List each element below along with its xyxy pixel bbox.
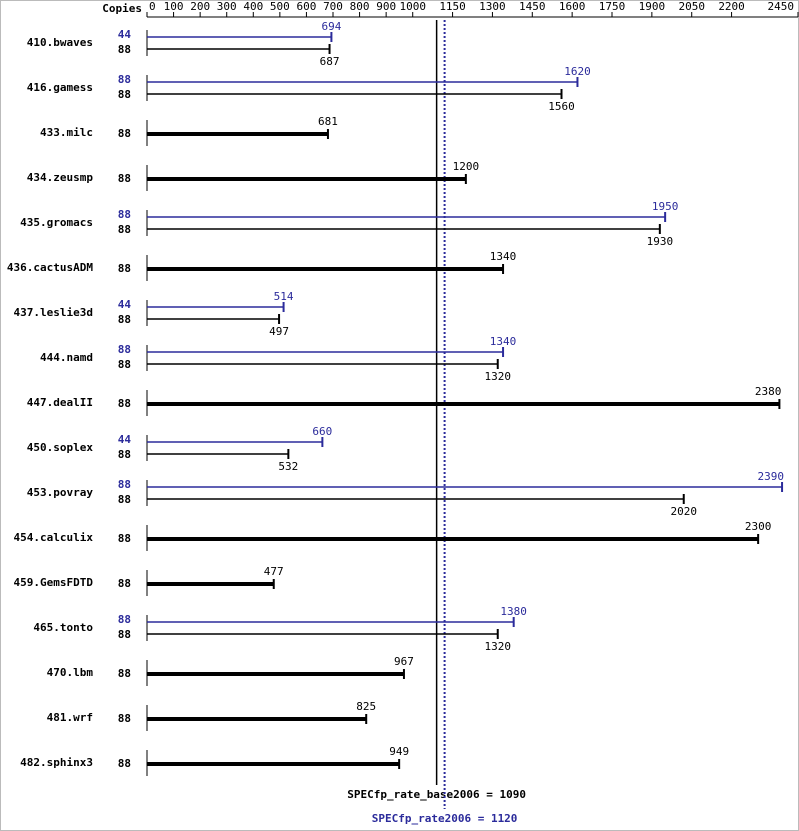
x-tick-label: 700 bbox=[323, 0, 343, 13]
x-tick-label: 400 bbox=[243, 0, 263, 13]
value-label: 1340 bbox=[490, 335, 517, 348]
copies-label: 88 bbox=[118, 358, 131, 371]
x-tick-label: 1450 bbox=[519, 0, 546, 13]
category-label: 435.gromacs bbox=[20, 216, 93, 229]
copies-label: 88 bbox=[118, 757, 131, 770]
copies-label: 88 bbox=[118, 262, 131, 275]
value-label: 1380 bbox=[500, 605, 527, 618]
x-tick-label: 1300 bbox=[479, 0, 506, 13]
x-tick-label: 1000 bbox=[399, 0, 426, 13]
category-label: 453.povray bbox=[27, 486, 94, 499]
x-tick-label: 800 bbox=[350, 0, 370, 13]
category-label: 433.milc bbox=[40, 126, 93, 139]
value-label: 2380 bbox=[755, 385, 782, 398]
copies-label: 88 bbox=[118, 343, 131, 356]
category-label: 459.GemsFDTD bbox=[14, 576, 94, 589]
x-tick-label: 2450 bbox=[768, 0, 795, 13]
reference-label: SPECfp_rate_base2006 = 1090 bbox=[347, 788, 526, 801]
copies-label: 88 bbox=[118, 313, 131, 326]
x-tick-label: 100 bbox=[164, 0, 184, 13]
x-tick-label: 1150 bbox=[439, 0, 466, 13]
category-label: 434.zeusmp bbox=[27, 171, 94, 184]
category-label: 482.sphinx3 bbox=[20, 756, 93, 769]
x-tick-label: 500 bbox=[270, 0, 290, 13]
x-tick-label: 2200 bbox=[718, 0, 745, 13]
copies-label: 88 bbox=[118, 43, 131, 56]
category-label: 481.wrf bbox=[47, 711, 93, 724]
value-label: 825 bbox=[356, 700, 376, 713]
copies-label: 88 bbox=[118, 667, 131, 680]
copies-label: 88 bbox=[118, 397, 131, 410]
value-label: 1320 bbox=[484, 370, 511, 383]
copies-label: 88 bbox=[118, 208, 131, 221]
copies-label: 88 bbox=[118, 127, 131, 140]
value-label: 532 bbox=[278, 460, 298, 473]
value-label: 949 bbox=[389, 745, 409, 758]
x-tick-label: 300 bbox=[217, 0, 237, 13]
category-label: 416.gamess bbox=[27, 81, 93, 94]
category-label: 465.tonto bbox=[33, 621, 93, 634]
copies-label: 88 bbox=[118, 73, 131, 86]
value-label: 1950 bbox=[652, 200, 679, 213]
copies-label: 44 bbox=[118, 28, 132, 41]
copies-label: 88 bbox=[118, 613, 131, 626]
x-tick-label: 200 bbox=[190, 0, 210, 13]
category-label: 444.namd bbox=[40, 351, 93, 364]
value-label: 497 bbox=[269, 325, 289, 338]
category-label: 436.cactusADM bbox=[7, 261, 93, 274]
value-label: 477 bbox=[264, 565, 284, 578]
value-label: 694 bbox=[321, 20, 341, 33]
copies-label: 44 bbox=[118, 298, 132, 311]
value-label: 1340 bbox=[490, 250, 517, 263]
value-label: 1200 bbox=[453, 160, 480, 173]
value-label: 687 bbox=[320, 55, 340, 68]
value-label: 1560 bbox=[548, 100, 575, 113]
copies-label: 88 bbox=[118, 88, 131, 101]
value-label: 681 bbox=[318, 115, 338, 128]
value-label: 967 bbox=[394, 655, 414, 668]
x-tick-label: 1750 bbox=[599, 0, 626, 13]
category-label: 437.leslie3d bbox=[14, 306, 93, 319]
value-label: 2300 bbox=[745, 520, 772, 533]
value-label: 660 bbox=[312, 425, 332, 438]
x-tick-label: 1900 bbox=[639, 0, 666, 13]
category-label: 470.lbm bbox=[47, 666, 94, 679]
copies-label: 88 bbox=[118, 448, 131, 461]
value-label: 2020 bbox=[670, 505, 697, 518]
x-tick-label: 1600 bbox=[559, 0, 586, 13]
copies-label: 44 bbox=[118, 433, 132, 446]
value-label: 1930 bbox=[647, 235, 674, 248]
category-label: 454.calculix bbox=[14, 531, 94, 544]
copies-label: 88 bbox=[118, 532, 131, 545]
category-label: 410.bwaves bbox=[27, 36, 93, 49]
x-tick-label: 0 bbox=[149, 0, 156, 13]
value-label: 1320 bbox=[484, 640, 511, 653]
value-label: 514 bbox=[274, 290, 294, 303]
reference-label: SPECfp_rate2006 = 1120 bbox=[372, 812, 518, 825]
copies-header: Copies bbox=[102, 2, 142, 15]
copies-label: 88 bbox=[118, 577, 131, 590]
category-label: 450.soplex bbox=[27, 441, 94, 454]
value-label: 2390 bbox=[758, 470, 785, 483]
x-tick-label: 600 bbox=[296, 0, 316, 13]
category-label: 447.dealII bbox=[27, 396, 93, 409]
copies-label: 88 bbox=[118, 223, 131, 236]
copies-label: 88 bbox=[118, 493, 131, 506]
value-label: 1620 bbox=[564, 65, 591, 78]
copies-label: 88 bbox=[118, 172, 131, 185]
x-tick-label: 2050 bbox=[678, 0, 705, 13]
copies-label: 88 bbox=[118, 712, 131, 725]
copies-label: 88 bbox=[118, 478, 131, 491]
copies-label: 88 bbox=[118, 628, 131, 641]
x-tick-label: 900 bbox=[376, 0, 396, 13]
